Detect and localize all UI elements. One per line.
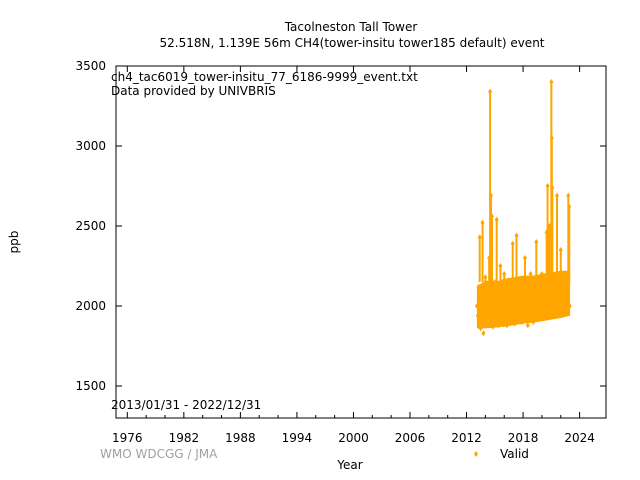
data-point (525, 322, 530, 329)
data-point (502, 271, 507, 277)
x-tick-label: 2000 (338, 431, 369, 445)
date-range-label: 2013/01/31 - 2022/12/31 (111, 398, 261, 412)
legend-marker-valid (474, 451, 478, 457)
data-point (517, 295, 522, 301)
data-point (556, 311, 561, 317)
data-point (479, 295, 484, 301)
x-tick-label: 1976 (112, 431, 143, 445)
data-point (514, 232, 519, 239)
legend-label-valid: Valid (500, 447, 529, 461)
data-point (478, 325, 483, 332)
data-point (552, 303, 557, 309)
plot-frame (115, 65, 607, 419)
data-point (522, 255, 527, 261)
y-axis-label: ppb (7, 231, 21, 254)
data-point (500, 309, 505, 316)
data-point (488, 88, 493, 95)
data-point (567, 303, 572, 309)
x-tick-label: 2024 (564, 431, 595, 445)
x-axis-label: Year (336, 458, 362, 472)
y-tick-label: 3000 (75, 139, 106, 153)
data-point (475, 312, 480, 319)
data-point (489, 192, 494, 199)
data-point (561, 303, 566, 309)
credit-label: WMO WDCGG / JMA (100, 447, 218, 461)
x-tick-label: 2006 (395, 431, 426, 445)
data-point (567, 203, 572, 210)
data-point (544, 229, 549, 236)
data-point (549, 79, 554, 85)
chart-title: Tacolneston Tall Tower (284, 20, 418, 34)
data-point (510, 240, 515, 247)
file-label: ch4_tac6019_tower-insitu_77_6186-9999_ev… (111, 70, 418, 84)
data-point (507, 287, 512, 293)
x-axis-ticks: 1976 1982 1988 1994 2000 2006 2012 2018 2024 (112, 66, 595, 445)
data-point (541, 314, 546, 321)
data-point (474, 303, 479, 309)
data-point (481, 330, 486, 337)
data-point (539, 271, 544, 277)
data-point (547, 223, 552, 229)
provider-label: Data provided by UNIVBRIS (111, 84, 276, 98)
y-tick-label: 2000 (75, 299, 106, 313)
data-point (566, 192, 571, 199)
data-point (485, 319, 490, 325)
data-point (505, 322, 510, 329)
data-point (496, 322, 501, 329)
data-point (483, 274, 488, 281)
data-point (489, 213, 494, 220)
data-point (492, 279, 497, 285)
y-tick-label: 2500 (75, 219, 106, 233)
x-tick-label: 2012 (451, 431, 482, 445)
data-point (531, 319, 536, 325)
data-band-valid (476, 270, 571, 329)
data-point (550, 184, 555, 191)
data-point (549, 135, 554, 141)
data-point (558, 247, 563, 253)
x-tick-label: 1988 (225, 431, 256, 445)
data-point (490, 323, 495, 330)
x-tick-label: 1982 (169, 431, 200, 445)
x-tick-label: 2018 (508, 431, 539, 445)
data-point (477, 234, 482, 241)
data-point (528, 271, 533, 277)
x-tick-label: 1994 (282, 431, 313, 445)
data-point (520, 319, 525, 325)
y-axis-ticks: 1500 2000 2500 3000 3500 (75, 59, 606, 393)
data-point (564, 271, 569, 277)
y-tick-label: 3500 (75, 59, 106, 73)
data-point (534, 239, 539, 245)
data-point (555, 192, 559, 199)
chart-subtitle: 52.518N, 1.139E 56m CH4(tower-insitu tow… (159, 36, 544, 50)
data-point (545, 183, 550, 189)
legend: Valid (474, 447, 529, 461)
data-point (494, 216, 499, 223)
data-point (498, 263, 503, 269)
data-point (537, 303, 542, 309)
data-point (476, 283, 481, 290)
plot-content (474, 79, 572, 337)
data-point (487, 255, 492, 261)
y-tick-label: 1500 (75, 379, 106, 393)
data-point (512, 320, 517, 327)
data-point (480, 219, 485, 226)
